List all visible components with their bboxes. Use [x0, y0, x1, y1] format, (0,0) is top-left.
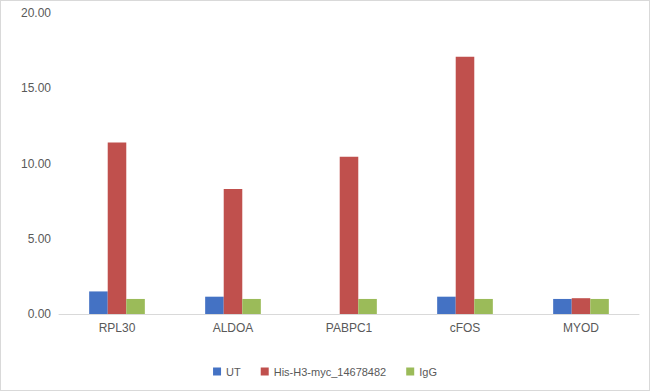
- svg-text:MYOD: MYOD: [563, 321, 599, 335]
- svg-text:RPL30: RPL30: [99, 321, 136, 335]
- svg-text:ALDOA: ALDOA: [213, 321, 254, 335]
- svg-text:UT: UT: [226, 366, 241, 378]
- svg-text:cFOS: cFOS: [450, 321, 481, 335]
- svg-text:20.00: 20.00: [21, 6, 51, 20]
- svg-text:0.00: 0.00: [28, 307, 52, 321]
- svg-text:IgG: IgG: [419, 366, 437, 378]
- svg-text:PABPC1: PABPC1: [326, 321, 373, 335]
- svg-text:His-H3-myc_14678482: His-H3-myc_14678482: [274, 366, 387, 378]
- svg-text:10.00: 10.00: [21, 157, 51, 171]
- svg-text:15.00: 15.00: [21, 81, 51, 95]
- svg-text:5.00: 5.00: [28, 232, 52, 246]
